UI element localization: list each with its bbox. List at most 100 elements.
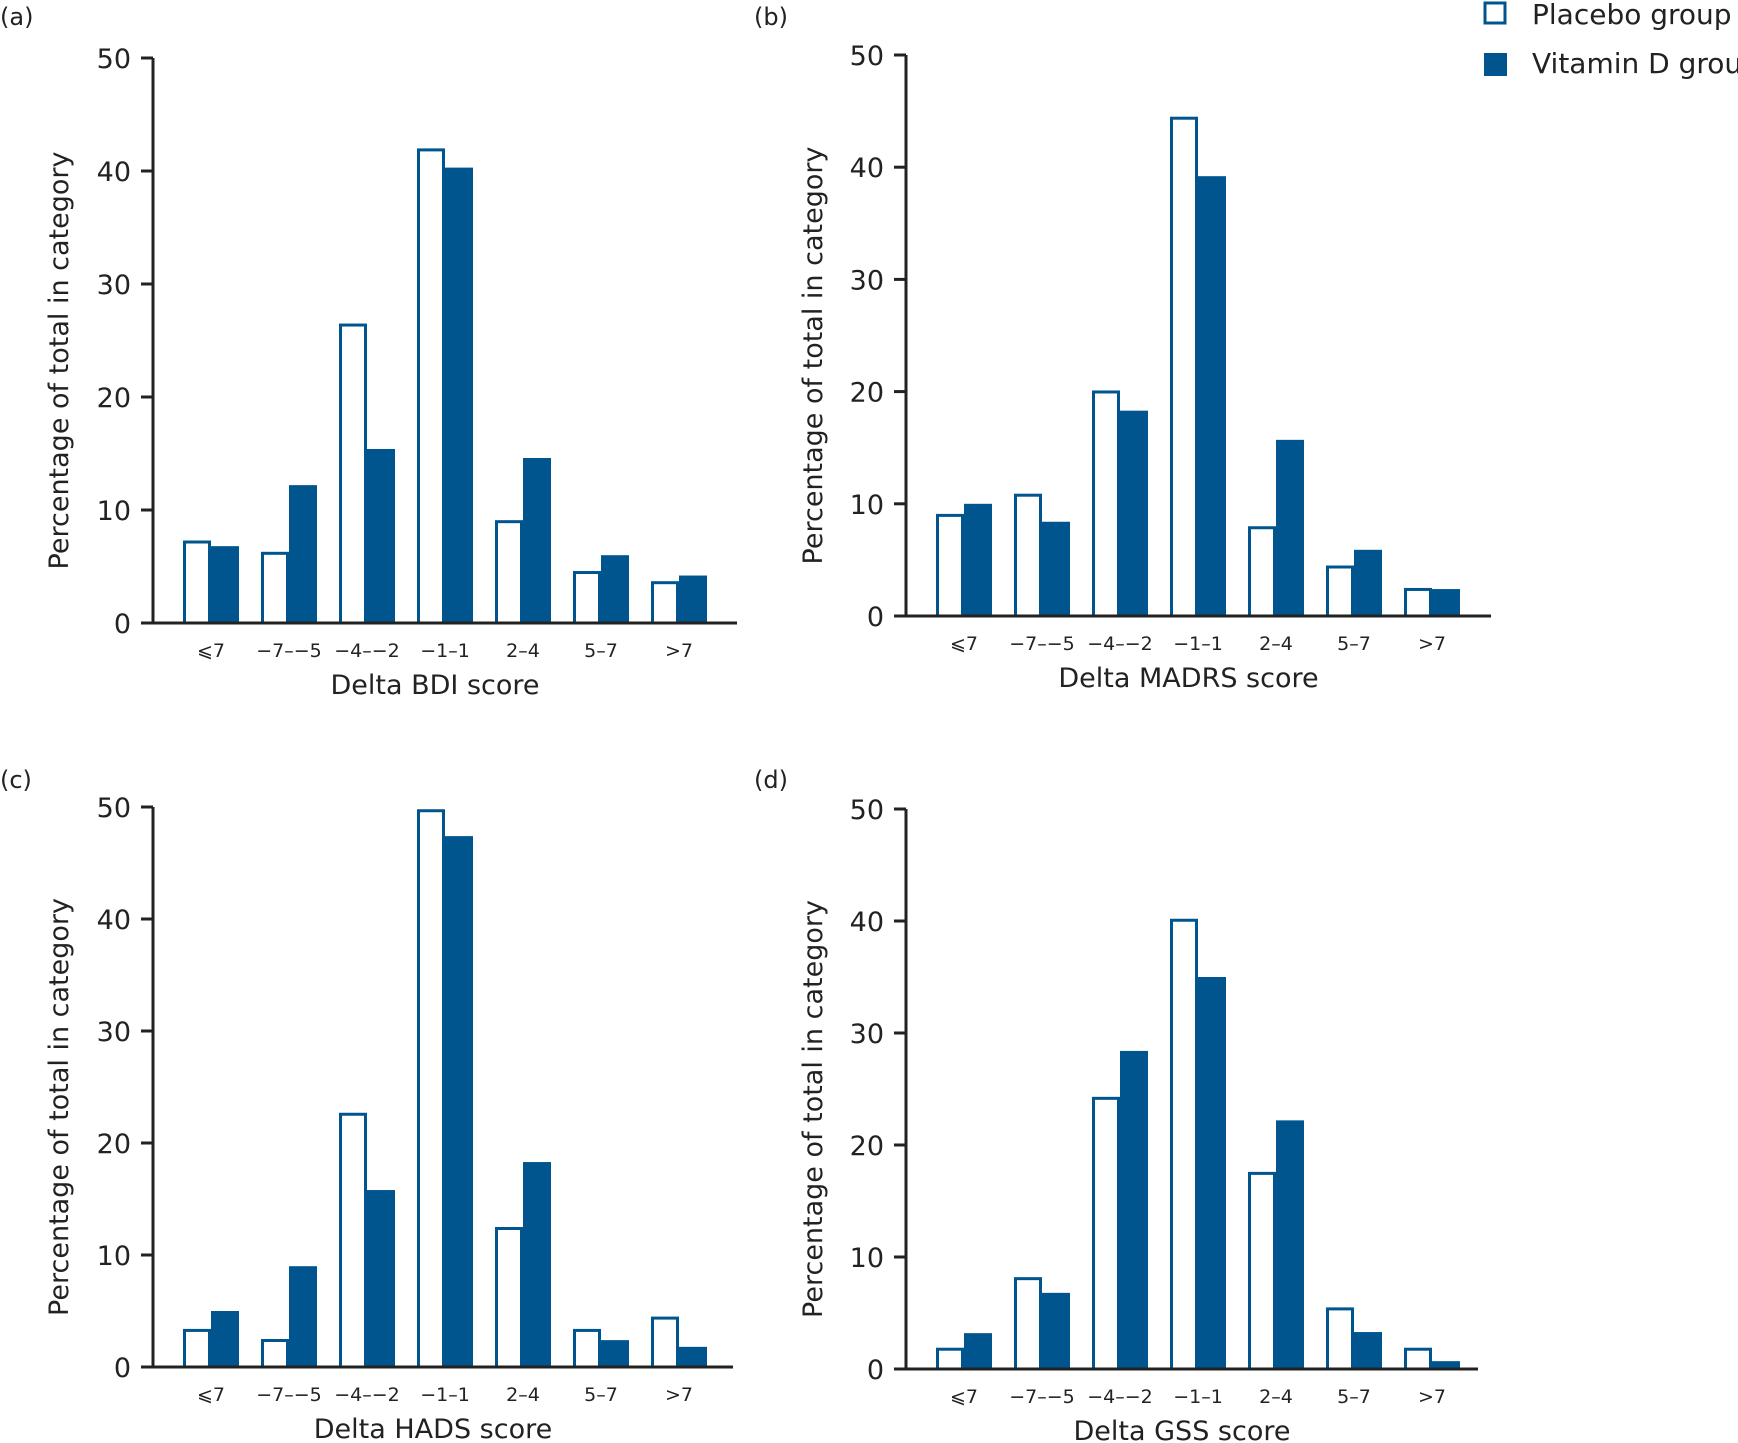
x-tick-label: −4–−2 xyxy=(1087,1386,1153,1408)
y-tick-label: 30 xyxy=(97,270,131,301)
bar-vitamin-d xyxy=(289,1266,317,1367)
x-tick-label: ⩽7 xyxy=(950,1386,978,1408)
bar-vitamin-d xyxy=(679,575,707,623)
bar-vitamin-d xyxy=(1042,521,1070,616)
bar-vitamin-d xyxy=(445,836,473,1367)
x-tick-label: >7 xyxy=(1418,633,1446,655)
x-tick-label: 5–7 xyxy=(1337,633,1371,655)
bar-vitamin-d xyxy=(289,485,317,623)
bar-vitamin-d xyxy=(1354,1332,1382,1369)
bar-placebo xyxy=(417,148,445,625)
bar-placebo xyxy=(495,1227,523,1369)
bar-vitamin-d xyxy=(211,546,239,623)
x-tick-label: −7–−5 xyxy=(256,640,322,662)
bar-vitamin-d xyxy=(1432,1361,1460,1369)
bar-placebo xyxy=(1092,390,1120,618)
bar-placebo xyxy=(1170,116,1198,618)
x-tick-label: −4–−2 xyxy=(334,640,400,662)
bar-placebo xyxy=(1092,1096,1120,1371)
bar-placebo xyxy=(261,551,289,625)
bar-vitamin-d xyxy=(1120,1050,1148,1369)
y-tick-label: 20 xyxy=(97,1129,131,1160)
bar-vitamin-d xyxy=(601,555,629,623)
bar-vitamin-d xyxy=(1276,439,1304,616)
bar-vitamin-d xyxy=(1198,176,1226,616)
panel-label: (a) xyxy=(0,3,33,31)
y-tick-label: 50 xyxy=(97,44,131,75)
y-tick-label: 50 xyxy=(850,41,884,72)
x-tick-label: 2–4 xyxy=(506,1384,540,1406)
y-tick-label: 0 xyxy=(114,1353,131,1384)
bar-placebo xyxy=(936,513,964,618)
bar-vitamin-d xyxy=(1432,589,1460,616)
bar-vitamin-d xyxy=(964,503,992,616)
y-tick-label: 40 xyxy=(97,905,131,936)
bar-placebo xyxy=(183,1328,211,1369)
x-tick-label: 2–4 xyxy=(506,640,540,662)
x-axis-label: Delta MADRS score xyxy=(1058,663,1318,694)
x-tick-label: −7–−5 xyxy=(1009,633,1075,655)
panel-d: (d) ⩽7 −7–−5 −4–−2 −1–1 2–4 5–7 >7 0 10 20 30 40 50 De… xyxy=(754,766,1478,1443)
bar-placebo xyxy=(1014,1277,1042,1371)
bar-placebo xyxy=(936,1347,964,1371)
x-tick-label: >7 xyxy=(665,1384,693,1406)
bar-placebo xyxy=(573,571,601,625)
legend-vitd-swatch xyxy=(1484,53,1507,76)
x-tick-label: −1–1 xyxy=(420,640,470,662)
bar-vitamin-d xyxy=(523,458,551,623)
bar-placebo xyxy=(573,1328,601,1369)
bar-vitamin-d xyxy=(1276,1120,1304,1369)
bar-placebo xyxy=(1326,1307,1354,1371)
x-tick-label: 2–4 xyxy=(1259,633,1293,655)
legend-vitd-label: Vitamin D group xyxy=(1532,47,1738,80)
y-tick-label: 50 xyxy=(850,795,884,826)
legend: Placebo group Vitamin D group xyxy=(1483,0,1738,80)
y-tick-label: 0 xyxy=(867,602,884,633)
bar-placebo xyxy=(651,1316,679,1369)
y-tick-label: 20 xyxy=(850,378,884,409)
panel-a: (a) ⩽7 −7–−5 −4–−2 −1–1 2–4 5–7 >7 0 10 20 30 40 50 De… xyxy=(0,3,737,701)
y-tick-label: 40 xyxy=(850,153,884,184)
x-tick-label: >7 xyxy=(665,640,693,662)
bar-placebo xyxy=(1248,526,1276,618)
panel-c: (c) ⩽7 −7–−5 −4–−2 −1–1 2–4 5–7 >7 0 10 20 30 40 50 De… xyxy=(0,766,733,1443)
x-tick-label: −1–1 xyxy=(1173,1386,1223,1408)
bar-placebo xyxy=(183,540,211,625)
legend-placebo-swatch xyxy=(1483,1,1507,25)
bar-placebo xyxy=(261,1339,289,1369)
bar-vitamin-d xyxy=(601,1340,629,1367)
y-tick-label: 50 xyxy=(97,793,131,824)
y-axis-label: Percentage of total in category xyxy=(44,152,75,570)
y-tick-label: 0 xyxy=(867,1355,884,1386)
panel-label: (b) xyxy=(754,3,788,31)
legend-placebo-label: Placebo group xyxy=(1532,0,1732,31)
bar-placebo xyxy=(1170,918,1198,1371)
x-tick-label: 5–7 xyxy=(584,1384,618,1406)
x-tick-label: ⩽7 xyxy=(950,633,978,655)
bar-placebo xyxy=(1326,565,1354,618)
y-tick-label: 30 xyxy=(850,265,884,296)
y-axis-label: Percentage of total in category xyxy=(798,900,829,1318)
y-tick-label: 40 xyxy=(97,157,131,188)
x-axis-label: Delta BDI score xyxy=(330,670,539,701)
panel-b: (b) ⩽7 −7–−5 −4–−2 −1–1 2–4 5–7 >7 0 10 20 30 40 50 De… xyxy=(754,3,1491,694)
x-tick-label: −4–−2 xyxy=(1087,633,1153,655)
bar-vitamin-d xyxy=(367,1190,395,1367)
bar-placebo xyxy=(1014,493,1042,618)
x-tick-label: 2–4 xyxy=(1259,1386,1293,1408)
x-tick-label: −4–−2 xyxy=(334,1384,400,1406)
bar-placebo xyxy=(495,520,523,625)
y-tick-label: 0 xyxy=(114,609,131,640)
x-tick-label: 5–7 xyxy=(584,640,618,662)
y-tick-label: 30 xyxy=(850,1019,884,1050)
y-tick-label: 10 xyxy=(850,1243,884,1274)
bar-vitamin-d xyxy=(523,1162,551,1367)
bar-vitamin-d xyxy=(1042,1292,1070,1369)
x-tick-label: −1–1 xyxy=(420,1384,470,1406)
y-tick-label: 10 xyxy=(97,496,131,527)
bar-vitamin-d xyxy=(445,167,473,624)
bar-placebo xyxy=(651,581,679,625)
y-tick-label: 30 xyxy=(97,1017,131,1048)
bar-vitamin-d xyxy=(679,1346,707,1367)
bar-vitamin-d xyxy=(1354,549,1382,616)
